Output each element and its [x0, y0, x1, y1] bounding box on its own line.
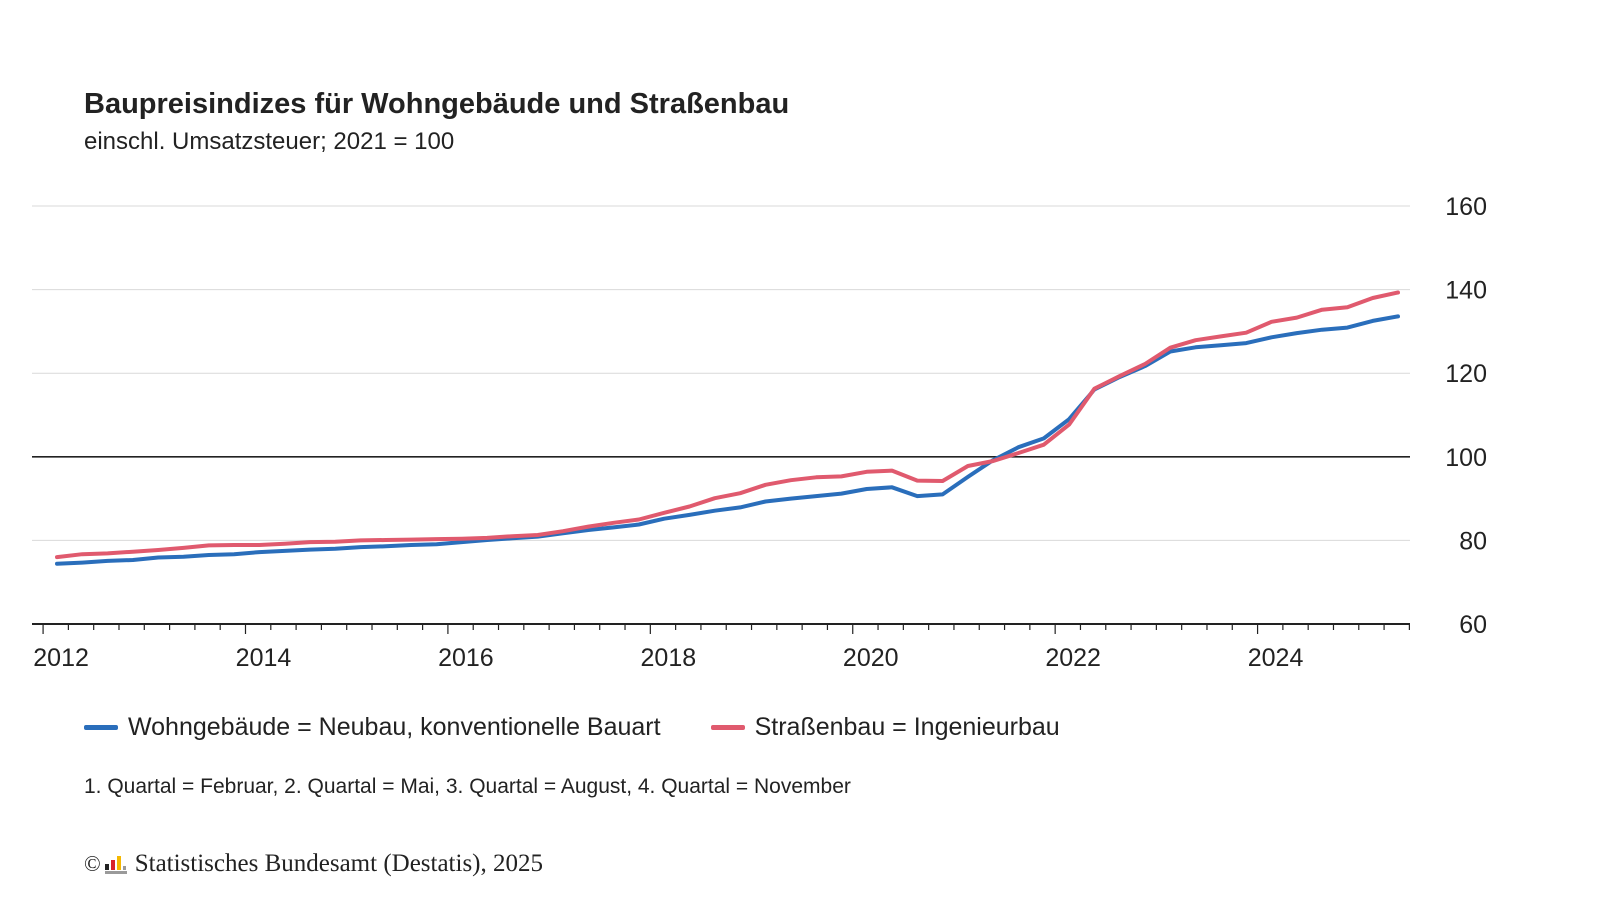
y-tick-label: 80	[1459, 527, 1487, 555]
legend-item-wohngebaeude[interactable]: Wohngebäude = Neubau, konventionelle Bau…	[84, 713, 661, 742]
x-tick-label: 2020	[843, 644, 899, 672]
x-tick-label: 2018	[641, 644, 697, 672]
series-line-strassenbau[interactable]	[55, 290, 1400, 560]
line-chart: 60 80 100 120 140 160 2012 2014 2016 2018 2020 2022…	[32, 193, 1487, 672]
chart-title: Baupreisindizes für Wohngebäude und Stra…	[84, 88, 790, 120]
y-tick-label: 140	[1445, 277, 1487, 305]
source-text: Statistisches Bundesamt (Destatis), 2025	[134, 850, 544, 877]
x-tick-label: 2024	[1248, 644, 1304, 672]
x-tick-label: 2022	[1045, 644, 1101, 672]
destatis-logo-icon	[104, 854, 127, 874]
legend-swatch-wohngebaeude	[84, 725, 118, 730]
source-credit: © Statistisches Bundesamt (Destatis), 20…	[84, 850, 543, 878]
series-line-wohngebaeude[interactable]	[55, 314, 1400, 566]
y-tick-label: 100	[1445, 444, 1487, 472]
legend-label-strassenbau: Straßenbau = Ingenieurbau	[754, 713, 1060, 741]
x-tick-label: 2016	[438, 644, 494, 672]
chart-subtitle: einschl. Umsatzsteuer; 2021 = 100	[84, 128, 455, 155]
y-tick-label: 120	[1445, 360, 1487, 388]
legend-label-wohngebaeude: Wohngebäude = Neubau, konventionelle Bau…	[128, 713, 661, 741]
y-tick-label: 60	[1459, 611, 1487, 639]
quarter-footnote: 1. Quartal = Februar, 2. Quartal = Mai, …	[84, 775, 851, 798]
y-tick-label: 160	[1445, 193, 1487, 221]
copyright-symbol: ©	[84, 851, 101, 876]
x-tick-label: 2014	[236, 644, 292, 672]
chart-legend: Wohngebäude = Neubau, konventionelle Bau…	[84, 713, 1110, 742]
legend-item-strassenbau[interactable]: Straßenbau = Ingenieurbau	[710, 713, 1060, 742]
legend-swatch-strassenbau	[710, 725, 745, 730]
x-tick-label: 2012	[33, 644, 89, 672]
